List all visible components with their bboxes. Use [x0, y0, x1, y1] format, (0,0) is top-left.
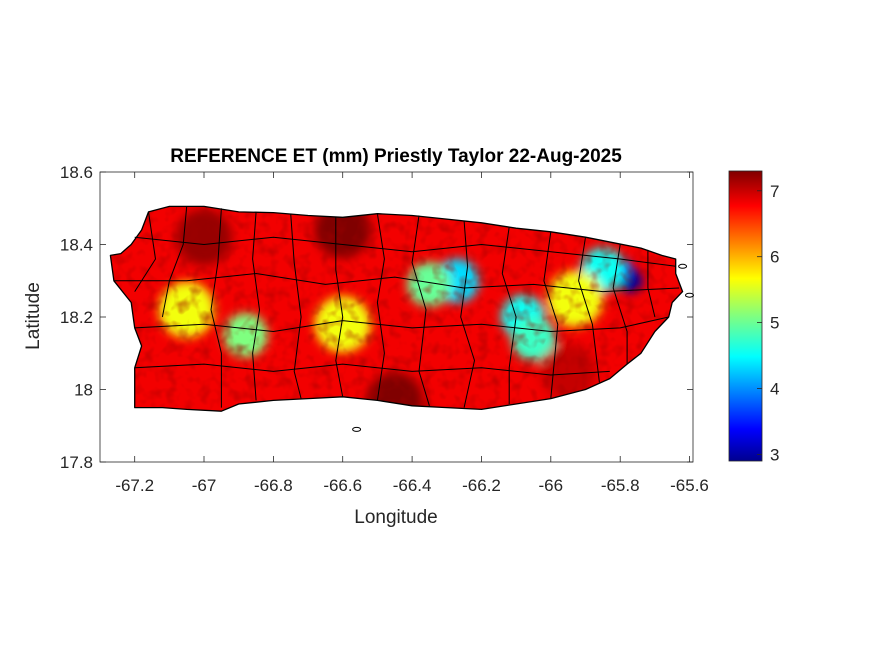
- x-axis: -67.2 -67 -66.8 -66.6 -66.4 -66.2 -66 -65.8 -65.…: [115, 172, 709, 495]
- x-tick-label: -65.6: [670, 476, 709, 495]
- colorbar-tick-label: 6: [770, 248, 779, 267]
- municipality-boundary: [161, 206, 188, 318]
- colorbar: [728, 170, 763, 462]
- x-tick-label: -66.8: [254, 476, 293, 495]
- colorbar-tick-label: 7: [770, 182, 779, 201]
- municipality-boundary: [134, 316, 669, 332]
- y-tick-label: 18.6: [60, 163, 93, 182]
- y-axis-label: Latitude: [23, 282, 44, 350]
- municipality-boundary: [543, 231, 559, 399]
- colorbar-ticks: 3 4 5 6 7: [757, 182, 779, 464]
- y-tick-label: 17.8: [60, 453, 93, 472]
- map-title: REFERENCE ET (mm) Priestly Taylor 22-Aug…: [170, 146, 622, 167]
- x-tick-label: -66.2: [462, 476, 501, 495]
- x-tick-label: -67: [192, 476, 217, 495]
- municipality-boundary: [290, 213, 302, 399]
- municipality-boundary: [134, 363, 610, 376]
- x-tick-label: -66.6: [323, 476, 362, 495]
- y-tick-label: 18.2: [60, 308, 93, 327]
- y-axis: 17.8 18 18.2 18.4 18.6: [60, 163, 693, 472]
- x-axis-label: Longitude: [354, 507, 437, 528]
- islet: [685, 292, 694, 298]
- municipality-boundaries: [113, 206, 680, 408]
- y-tick-label: 18: [74, 381, 93, 400]
- x-tick-label: -66: [539, 476, 564, 495]
- et-field: [110, 206, 683, 412]
- y-tick-label: 18.4: [60, 236, 93, 255]
- municipality-boundary: [578, 237, 600, 383]
- municipality-boundary: [612, 244, 628, 365]
- colorbar-tick-label: 4: [770, 380, 779, 399]
- municipality-boundary: [376, 213, 385, 401]
- x-tick-label: -67.2: [115, 476, 154, 495]
- municipality-boundary: [113, 273, 680, 293]
- islet: [352, 426, 362, 432]
- colorbar-tick-label: 3: [770, 445, 779, 464]
- municipality-boundary: [335, 217, 344, 397]
- municipality-boundary: [210, 208, 222, 408]
- x-tick-label: -66.4: [393, 476, 432, 495]
- colorbar-tick-label: 5: [770, 314, 779, 333]
- municipality-boundary: [411, 215, 430, 406]
- municipality-boundary: [134, 236, 676, 267]
- islets: [352, 263, 694, 432]
- islet: [678, 263, 688, 269]
- municipality-boundary: [501, 227, 517, 404]
- municipality-boundary: [460, 220, 475, 408]
- x-tick-label: -65.8: [601, 476, 640, 495]
